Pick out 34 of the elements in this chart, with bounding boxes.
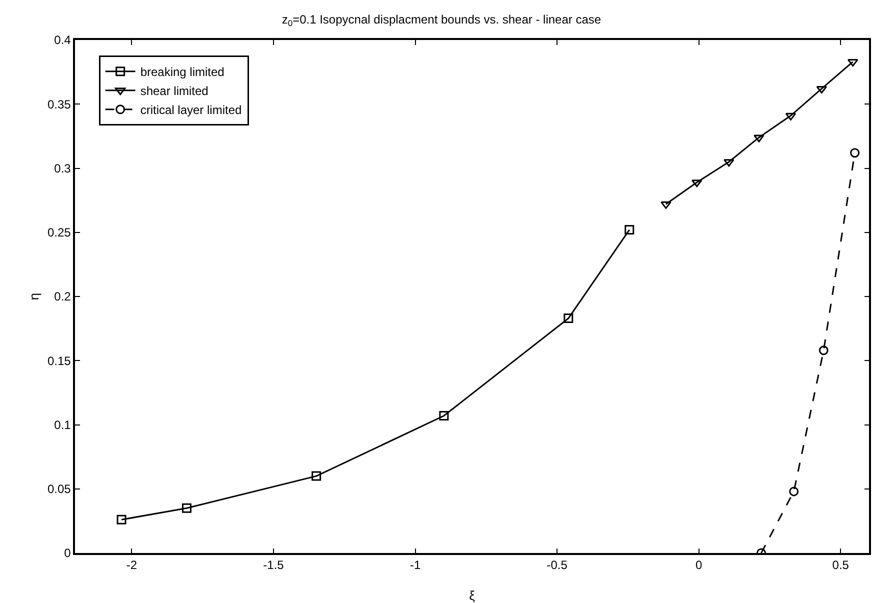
point xyxy=(624,225,634,235)
y-tick-label: 0.15 xyxy=(47,354,72,368)
x-axis-title: ξ xyxy=(469,588,476,603)
x-tick-label: -2 xyxy=(126,558,138,572)
y-tick-label: 0.05 xyxy=(47,482,72,496)
x-tick-label: -0.5 xyxy=(546,558,568,572)
point xyxy=(789,486,799,496)
y-tick-label: 0 xyxy=(64,546,72,560)
x-tick-label: 0 xyxy=(696,558,703,572)
x-tick-label: -1 xyxy=(410,558,421,572)
y-tick-label: 0.35 xyxy=(47,97,72,112)
y-axis-title: η xyxy=(26,292,42,300)
point xyxy=(564,314,574,324)
y-tick-label: 0.1 xyxy=(54,418,72,432)
y-tick-label: 0.25 xyxy=(47,226,72,240)
legend-label: critical layer limited xyxy=(140,103,242,118)
chart-title: z$_{0}$=0.1 Isopycnal displacment bounds vs. shear - linear case xyxy=(282,12,602,28)
point xyxy=(660,201,672,209)
y-tick-label: 0.2 xyxy=(54,290,72,304)
point xyxy=(439,411,449,421)
point xyxy=(818,346,828,356)
y-tick-label: 0.3 xyxy=(54,161,72,176)
x-tick-label: 0.5 xyxy=(832,558,850,572)
point xyxy=(692,180,702,188)
x-tick-label: -1.5 xyxy=(263,558,284,572)
y-tick-label: 0.4 xyxy=(54,33,72,48)
legend-label: shear limited xyxy=(140,84,208,98)
point xyxy=(116,514,126,524)
point xyxy=(724,159,734,167)
point xyxy=(312,471,322,481)
point xyxy=(182,503,192,513)
legend-label: breaking limited xyxy=(140,65,224,80)
point xyxy=(754,134,764,142)
point xyxy=(850,148,860,158)
